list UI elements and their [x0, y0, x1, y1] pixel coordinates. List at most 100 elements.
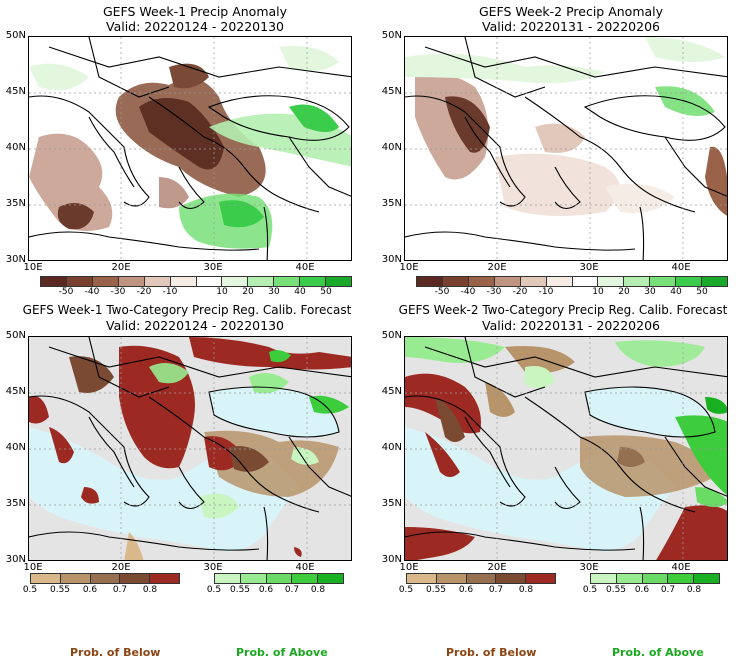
- colorbar-swatch: [325, 276, 353, 287]
- probability-map-graphic: [29, 337, 351, 560]
- panel-title: GEFS Week-2 Two-Category Precip Reg. Cal…: [398, 303, 728, 317]
- colorbar-label: -30: [486, 287, 502, 297]
- x-tick-label: 40E: [295, 262, 315, 273]
- colorbar-label: 30: [268, 287, 280, 297]
- colorbar-swatch: [317, 573, 344, 584]
- x-tick-label: 30E: [579, 262, 599, 273]
- x-tick-label: 40E: [671, 562, 691, 573]
- probability-map: [28, 336, 352, 561]
- colorbar-label: -10: [538, 287, 554, 297]
- colorbar-swatch: [693, 573, 720, 584]
- colorbar-swatch: [273, 276, 300, 287]
- colorbar-label: 50: [696, 287, 708, 297]
- probability-map: [404, 336, 728, 561]
- colorbar-label: 0.6: [634, 585, 650, 595]
- x-tick-label: 20E: [111, 262, 131, 273]
- colorbar-swatch: [59, 573, 90, 584]
- anomaly-colorbar: [40, 276, 353, 287]
- colorbar-label: 0.55: [425, 585, 447, 595]
- colorbar-label: 40: [294, 287, 306, 297]
- panel-week2-anomaly: GEFS Week-2 Precip Anomaly Valid: 202201…: [376, 0, 752, 300]
- colorbar-swatch: [195, 276, 222, 287]
- colorbar-swatch: [615, 573, 642, 584]
- below-colorbar: [406, 573, 556, 584]
- colorbar-swatch: [467, 276, 494, 287]
- colorbar-swatch: [65, 276, 92, 287]
- x-tick-label: 20E: [487, 262, 507, 273]
- y-tick-label: 35N: [5, 198, 26, 209]
- colorbar-label: 0.7: [112, 585, 128, 595]
- colorbar-swatch: [265, 573, 292, 584]
- colorbar-label: -20: [512, 287, 528, 297]
- colorbar-label: 0.8: [686, 585, 702, 595]
- colorbar-swatch: [597, 276, 624, 287]
- colorbar-label: 0.5: [206, 585, 222, 595]
- colorbar-swatch: [169, 276, 196, 287]
- probability-map-graphic: [405, 337, 727, 560]
- anomaly-colorbar: [416, 276, 729, 287]
- colorbar-swatch: [441, 276, 468, 287]
- y-tick-label: 50N: [381, 330, 402, 341]
- colorbar-swatch: [119, 573, 150, 584]
- colorbar-swatch: [493, 276, 520, 287]
- colorbar-label: 50: [320, 287, 332, 297]
- colorbar-swatch: [149, 573, 180, 584]
- colorbar-label: -50: [58, 287, 74, 297]
- colorbar-swatch: [406, 573, 436, 584]
- colorbar-swatch: [435, 573, 466, 584]
- colorbar-label: 0.8: [142, 585, 158, 595]
- prob-below-label: Prob. of Below: [70, 646, 161, 659]
- y-tick-label: 45N: [5, 386, 26, 397]
- colorbar-label: 0.5: [398, 585, 414, 595]
- x-tick-label: 40E: [671, 262, 691, 273]
- y-tick-label: 35N: [5, 498, 26, 509]
- colorbar-swatch: [701, 276, 729, 287]
- colorbar-label: 0.55: [605, 585, 627, 595]
- anomaly-map: [404, 36, 728, 261]
- colorbar-label: -20: [136, 287, 152, 297]
- colorbar-swatch: [649, 276, 676, 287]
- colorbar-label: 0.8: [518, 585, 534, 595]
- panel-week1-anomaly: GEFS Week-1 Precip Anomaly Valid: 202201…: [0, 0, 376, 300]
- x-tick-label: 30E: [203, 562, 223, 573]
- colorbar-swatch: [214, 573, 240, 584]
- y-tick-label: 45N: [381, 86, 402, 97]
- colorbar-swatch: [291, 573, 318, 584]
- above-colorbar: [214, 573, 344, 584]
- colorbar-swatch: [91, 276, 118, 287]
- prob-above-label: Prob. of Above: [612, 646, 704, 659]
- colorbar-label: 0.5: [22, 585, 38, 595]
- x-tick-label: 10E: [23, 562, 43, 573]
- colorbar-swatch: [571, 276, 598, 287]
- x-tick-label: 30E: [579, 562, 599, 573]
- y-tick-label: 45N: [381, 386, 402, 397]
- colorbar-swatch: [117, 276, 144, 287]
- y-tick-label: 30N: [381, 254, 402, 265]
- panel-title: GEFS Week-2 Precip Anomaly: [478, 4, 664, 19]
- y-tick-label: 45N: [5, 86, 26, 97]
- colorbar-label: 20: [242, 287, 254, 297]
- y-tick-label: 40N: [5, 442, 26, 453]
- colorbar-label: 0.7: [660, 585, 676, 595]
- colorbar-label: 40: [670, 287, 682, 297]
- colorbar-swatch: [221, 276, 248, 287]
- panel-valid-dates: Valid: 20220131 - 20220206: [481, 318, 660, 333]
- panel-week2-probability: GEFS Week-2 Two-Category Precip Reg. Cal…: [376, 300, 752, 662]
- panel-title: GEFS Week-1 Precip Anomaly: [102, 4, 288, 19]
- colorbar-swatch: [675, 276, 702, 287]
- y-tick-label: 40N: [5, 142, 26, 153]
- anomaly-map-graphic: [405, 37, 727, 260]
- colorbar-swatch: [525, 573, 556, 584]
- colorbar-label: 20: [618, 287, 630, 297]
- colorbar-swatch: [239, 573, 266, 584]
- x-tick-label: 20E: [111, 562, 131, 573]
- colorbar-swatch: [299, 276, 326, 287]
- x-tick-label: 10E: [399, 562, 419, 573]
- y-tick-label: 50N: [5, 330, 26, 341]
- x-tick-label: 40E: [295, 562, 315, 573]
- x-tick-label: 10E: [23, 262, 43, 273]
- colorbar-label: 0.7: [488, 585, 504, 595]
- colorbar-swatch: [590, 573, 616, 584]
- y-tick-label: 30N: [5, 554, 26, 565]
- colorbar-swatch: [667, 573, 694, 584]
